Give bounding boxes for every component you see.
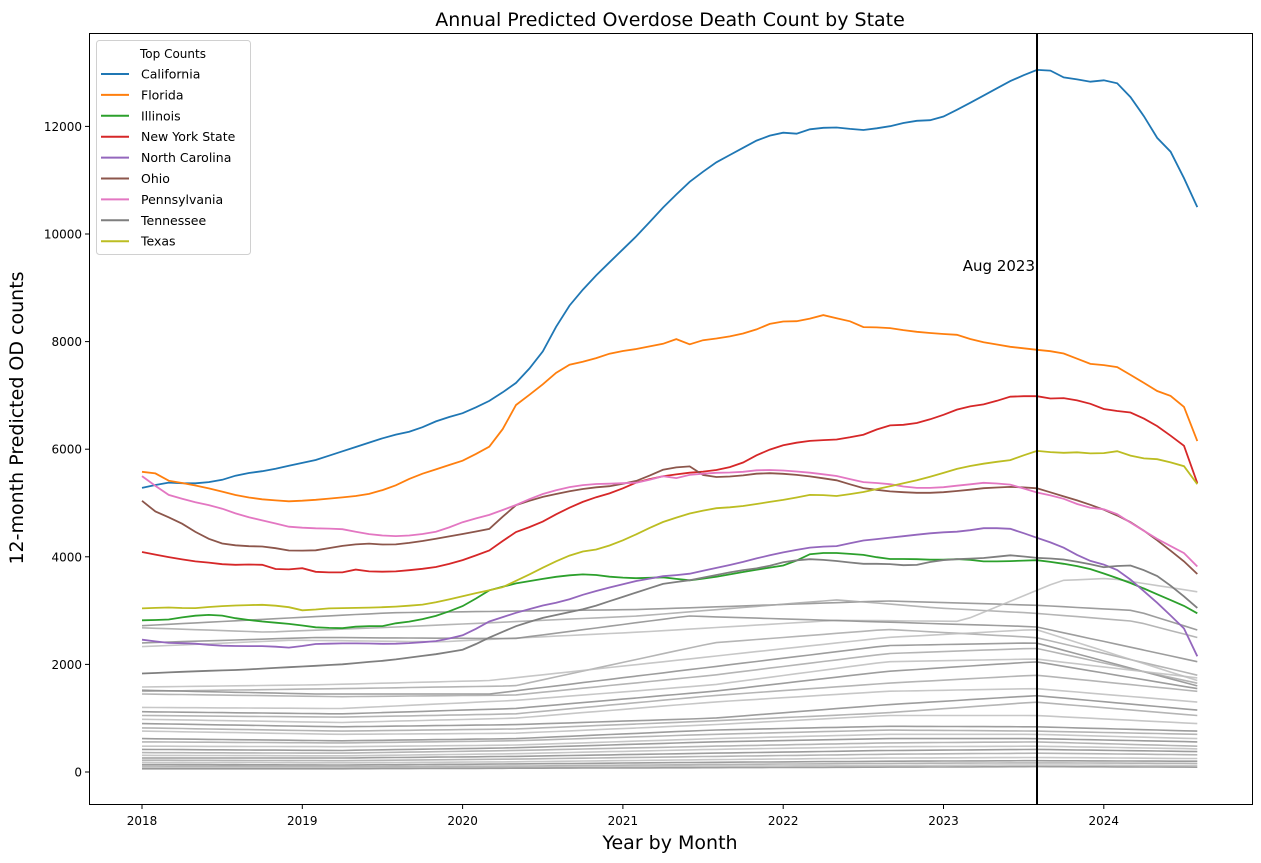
series-line-texas bbox=[141, 449, 1199, 612]
y-axis-label: 12-month Predicted OD counts bbox=[6, 271, 28, 564]
legend-item: North Carolina bbox=[101, 150, 231, 165]
background-state-line bbox=[141, 577, 1198, 648]
legend-label: Florida bbox=[141, 87, 184, 102]
y-tick-label: 2000 bbox=[51, 658, 82, 672]
series-line-north-carolina bbox=[141, 527, 1199, 657]
background-state-line bbox=[142, 765, 1198, 770]
legend-label: California bbox=[141, 67, 200, 82]
background-state-line bbox=[141, 674, 1198, 718]
y-axis: 0 2000 4000 6000 8000 10000 12000 bbox=[44, 120, 90, 780]
background-state-line bbox=[141, 756, 1198, 764]
background-state-line bbox=[141, 737, 1198, 752]
background-state-line bbox=[142, 733, 1198, 748]
background-state-line bbox=[142, 759, 1198, 766]
y-tick-label: 0 bbox=[74, 766, 82, 780]
background-state-line bbox=[141, 694, 1198, 728]
legend-label: Texas bbox=[140, 234, 176, 249]
legend-item: Florida bbox=[101, 87, 184, 102]
legend-item: Pennsylvania bbox=[101, 192, 223, 207]
annotation-label: Aug 2023 bbox=[963, 257, 1035, 275]
x-tick-label: 2024 bbox=[1089, 814, 1120, 828]
legend-label: Pennsylvania bbox=[141, 192, 223, 207]
background-state-line bbox=[141, 725, 1198, 742]
legend-label: New York State bbox=[141, 129, 236, 144]
y-tick-label: 6000 bbox=[51, 443, 82, 457]
plot-area: Aug 2023 bbox=[141, 33, 1199, 805]
x-tick-label: 2020 bbox=[447, 814, 478, 828]
chart-title: Annual Predicted Overdose Death Count by… bbox=[435, 9, 905, 31]
background-state-line bbox=[141, 714, 1198, 736]
legend-frame bbox=[96, 40, 251, 255]
background-state-line bbox=[141, 701, 1198, 732]
legend: Top Counts California Florida Illinois New Y… bbox=[96, 40, 251, 255]
series-line-tennessee bbox=[141, 554, 1198, 675]
series-line-california bbox=[141, 68, 1199, 489]
background-state-line bbox=[142, 752, 1198, 762]
x-axis: 2018 2019 2020 2021 2022 2023 2024 bbox=[127, 804, 1120, 828]
background-state-line bbox=[141, 642, 1198, 695]
x-axis-label: Year by Month bbox=[601, 832, 737, 854]
series-line-new-york-state bbox=[141, 395, 1199, 574]
legend-label: Illinois bbox=[141, 108, 181, 123]
x-tick-label: 2023 bbox=[928, 814, 959, 828]
series-line-illinois bbox=[141, 552, 1198, 630]
background-state-line bbox=[142, 748, 1198, 759]
background-state-line bbox=[141, 687, 1198, 724]
background-state-line bbox=[142, 729, 1198, 744]
x-tick-label: 2019 bbox=[287, 814, 318, 828]
background-state-line bbox=[141, 658, 1198, 710]
legend-label: Ohio bbox=[141, 171, 170, 186]
background-state-line bbox=[141, 745, 1198, 757]
legend-item: Texas bbox=[101, 234, 176, 249]
background-state-line bbox=[141, 741, 1198, 754]
background-state-line bbox=[141, 647, 1198, 698]
x-tick-label: 2018 bbox=[127, 814, 158, 828]
axes-frame bbox=[89, 33, 1253, 805]
background-state-line bbox=[141, 615, 1198, 663]
y-tick-label: 12000 bbox=[44, 120, 82, 134]
background-state-line bbox=[142, 764, 1198, 769]
legend-item: New York State bbox=[101, 129, 236, 144]
y-tick-label: 4000 bbox=[51, 550, 82, 564]
legend-title: Top Counts bbox=[139, 47, 206, 61]
background-state-line bbox=[141, 600, 1198, 631]
y-tick-label: 10000 bbox=[44, 228, 82, 242]
background-state-line bbox=[142, 762, 1198, 768]
background-state-line bbox=[141, 628, 1198, 693]
series-line-pennsylvania bbox=[141, 469, 1198, 568]
background-state-line bbox=[141, 628, 1198, 688]
legend-item: Tennessee bbox=[101, 213, 206, 228]
y-tick-label: 8000 bbox=[51, 335, 82, 349]
background-state-line bbox=[141, 661, 1198, 715]
legend-item: Illinois bbox=[101, 108, 181, 123]
legend-label: North Carolina bbox=[141, 150, 231, 165]
x-tick-label: 2021 bbox=[608, 814, 639, 828]
legend-label: Tennessee bbox=[140, 213, 206, 228]
background-state-line bbox=[141, 599, 1198, 639]
x-tick-label: 2022 bbox=[768, 814, 799, 828]
legend-item: Ohio bbox=[101, 171, 170, 186]
series-line-florida bbox=[141, 314, 1199, 503]
legend-item: California bbox=[101, 67, 200, 82]
